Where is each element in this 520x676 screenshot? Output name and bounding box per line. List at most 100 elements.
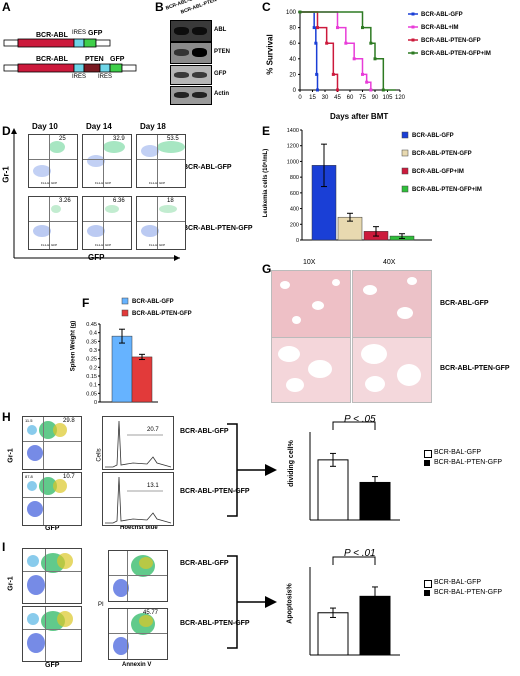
- facs-density-cloud: [27, 445, 43, 461]
- bar-y-tick-label: 1000: [287, 159, 299, 165]
- facs-density-cloud: [27, 555, 39, 567]
- quadrant-line: [137, 159, 185, 160]
- survival-point: [298, 10, 302, 14]
- facs-d-quadrant-value: 32.9: [113, 136, 125, 142]
- panel-label-e: E: [262, 124, 271, 138]
- facs-h-scatter: 29.8 11.5: [22, 416, 82, 470]
- annexin-pi-scatter: [108, 550, 168, 602]
- p-value-h-text: P < .05: [344, 414, 376, 425]
- spleen-legend-swatch: [121, 297, 129, 305]
- facs-d-quadrant-value: 53.5: [167, 136, 179, 142]
- facs-h-gate-value: 29.8: [63, 418, 75, 424]
- facs-density-cloud: [87, 155, 105, 167]
- leukemia-y-label: Leukemia cells (10⁶/mL): [263, 148, 270, 218]
- quadrant-line: [29, 221, 77, 222]
- legend-h-swatch-2: [424, 460, 430, 466]
- histology-mag-40x: 40X: [383, 259, 396, 266]
- significance-bracket: [332, 556, 376, 565]
- panel-label-i: I: [2, 540, 6, 554]
- quadrant-line: [109, 633, 167, 634]
- facs-density-cloud: [33, 225, 51, 237]
- significance-bracket: [332, 421, 376, 430]
- blot-actin: [170, 86, 212, 105]
- blot-pten: [170, 42, 212, 64]
- spleen-chart-svg: 0 0.05 0.1 0.15 0.2 0.25 0.3 0.35 0.4 0.45 BCR-ABL…: [86, 297, 192, 406]
- quadrant-line: [127, 551, 128, 601]
- survival-x-tick-label: 75: [359, 95, 366, 101]
- survival-legend-marker: [411, 38, 415, 42]
- survival-x-tick-label: 0: [298, 95, 302, 101]
- legend-i-swatch-2: [424, 590, 430, 596]
- facs-d-tiny-axis: FL1-H: GFP: [41, 243, 58, 247]
- survival-x-tick-label: 45: [334, 95, 341, 101]
- facs-d-plot: 25 FL1-H: GFP: [28, 134, 78, 188]
- facs-density-cloud: [51, 205, 61, 213]
- survival-point: [312, 26, 316, 30]
- facs-d-quadrant-value: 6.36: [113, 198, 125, 204]
- quadrant-line: [83, 159, 131, 160]
- bar-y-tick-label: 0.25: [86, 357, 97, 363]
- hoechst-histogram-svg: [105, 420, 172, 468]
- construct1-ires-label: IRES: [72, 30, 87, 36]
- leukemia-legend-label: BCR-ABL-PTEN-GFP: [412, 151, 472, 157]
- facs-density-cloud: [105, 205, 119, 213]
- facs-density-cloud: [33, 165, 51, 177]
- histology-row1-label: BCR-ABL-GFP: [440, 300, 489, 307]
- facs-density-cloud: [27, 575, 45, 595]
- facs-d-quadrant-value: 25: [59, 136, 66, 142]
- bar-y-tick-label: 0: [296, 238, 299, 244]
- facs-density-cloud: [27, 481, 37, 491]
- facs-density-cloud: [27, 425, 37, 435]
- facs-d-tiny-axis: FL1-H: GFP: [95, 181, 112, 185]
- survival-legend-label: BCR-ABL-GFP: [421, 12, 463, 18]
- quadrant-line: [23, 497, 81, 498]
- survival-y-tick-label: 0: [293, 88, 297, 94]
- bar: [131, 356, 153, 403]
- survival-y-tick-label: 80: [289, 26, 296, 32]
- panel-label-h: H: [2, 410, 11, 424]
- construct2-pten-label: PTEN: [85, 56, 104, 63]
- survival-series-line: [300, 11, 339, 90]
- blot-label-pten: PTEN: [214, 49, 231, 55]
- blot-label-gfp: GFP: [214, 71, 227, 77]
- facs-density-cloud: [139, 557, 153, 569]
- facs-d-row1-label: BCR-ABL-GFP: [183, 164, 232, 171]
- facs-d-tiny-axis: FL1-H: GFP: [149, 243, 166, 247]
- survival-x-label: Days after BMT: [330, 112, 389, 121]
- legend-h-label-1: BCR-BAL-GFP: [434, 449, 482, 456]
- bar-y-tick-label: 0.3: [89, 348, 97, 354]
- construct1-gfp-label: GFP: [88, 30, 103, 37]
- facs-i-x-label: GFP: [45, 662, 60, 669]
- facs-density-cloud: [27, 501, 43, 517]
- panel-label-f: F: [82, 296, 90, 310]
- bar-y-tick-label: 200: [290, 222, 299, 228]
- bracket-arrow-h: [227, 423, 277, 517]
- facs-d-row2-label: BCR-ABL-PTEN-GFP: [183, 225, 253, 232]
- facs-h-x-label: GFP: [45, 525, 60, 532]
- bar: [317, 459, 349, 521]
- bar-y-tick-label: 0.2: [89, 365, 97, 371]
- facs-density-cloud: [141, 225, 159, 237]
- bar-y-tick-label: 400: [290, 207, 299, 213]
- p-value-h: P < .05: [344, 414, 376, 425]
- leukemia-legend-swatch: [401, 149, 409, 157]
- survival-y-tick-label: 60: [289, 41, 296, 47]
- quadrant-line: [109, 575, 167, 576]
- legend-i-label-1: BCR-BAL-GFP: [434, 579, 482, 586]
- survival-chart-svg: 0 20 40 60 80 100 0 15 30 45 60 75 90 105 120 BCR-ABL-G…: [286, 10, 491, 101]
- survival-legend-marker: [411, 25, 415, 29]
- construct2-gene-label: BCR-ABL: [36, 56, 68, 63]
- survival-series-line: [300, 11, 396, 91]
- facs-d-plot: 18 FL1-H: GFP: [136, 196, 186, 250]
- bar-y-tick-label: 0.4: [89, 331, 97, 337]
- construct1-gene-label: BCR-ABL: [36, 32, 68, 39]
- hoechst-histogram: 13.1: [102, 472, 174, 526]
- blot-label-actin: Actin: [214, 91, 229, 97]
- bar-y-tick-label: 0.15: [86, 374, 97, 380]
- bracket-arrow-i: [227, 555, 277, 649]
- quadrant-line: [43, 473, 44, 525]
- hoechst-gate-value: 20.7: [147, 427, 159, 433]
- quadrant-line: [157, 135, 158, 187]
- dividing-y-label: dividing cell%: [287, 440, 295, 487]
- leukemia-legend-swatch: [401, 185, 409, 193]
